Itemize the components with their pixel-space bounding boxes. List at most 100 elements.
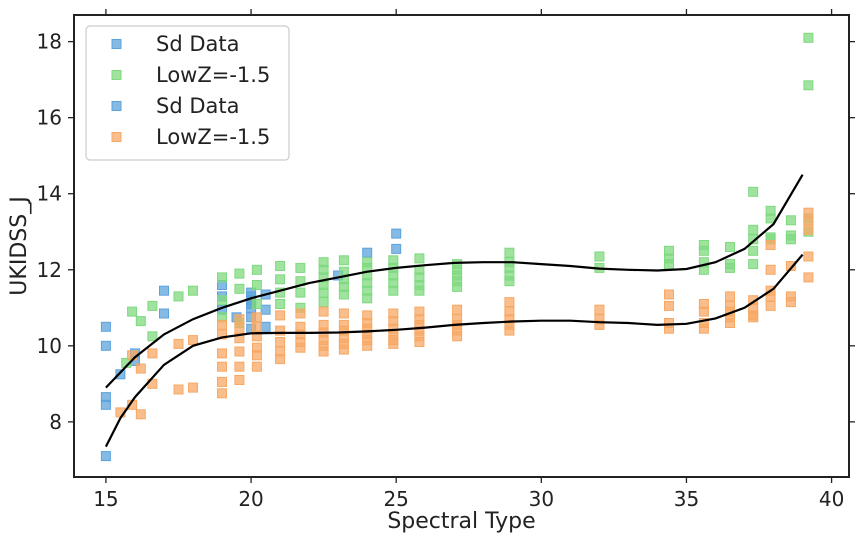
chart-marks	[100, 32, 814, 462]
legend-marker	[111, 70, 122, 80]
data-point	[748, 245, 759, 256]
data-point	[785, 234, 796, 245]
data-point	[362, 247, 373, 258]
data-point	[234, 375, 245, 385]
legend-box	[85, 25, 290, 161]
data-point	[295, 287, 306, 298]
y-tick-label: 18	[37, 30, 62, 54]
data-point	[147, 300, 158, 311]
x-tick-label: 15	[93, 487, 118, 511]
data-point	[803, 224, 814, 235]
data-point	[159, 308, 169, 319]
y-axis-label: UKIDSS_J	[7, 196, 32, 295]
data-point	[803, 215, 814, 226]
data-point	[664, 289, 674, 300]
model-curve	[105, 174, 804, 389]
data-point	[234, 314, 245, 325]
data-point	[388, 338, 399, 349]
data-point	[785, 297, 796, 308]
data-point	[504, 325, 515, 336]
legend-marker	[111, 132, 122, 142]
x-tick-label: 20	[238, 487, 263, 511]
data-point	[217, 388, 227, 399]
data-point	[260, 304, 271, 315]
data-point	[275, 337, 286, 347]
data-point	[100, 451, 111, 462]
data-point	[275, 261, 286, 271]
data-point	[504, 247, 515, 258]
data-point	[725, 242, 735, 252]
data-point	[173, 338, 184, 349]
data-point	[295, 342, 306, 353]
data-point	[251, 280, 262, 290]
data-point	[765, 300, 776, 311]
data-point	[147, 331, 158, 342]
y-tick-label: 16	[37, 106, 62, 130]
y-tick-label: 12	[37, 258, 62, 282]
data-point	[338, 308, 349, 319]
data-point	[388, 285, 399, 296]
data-point	[338, 344, 349, 355]
data-point	[594, 319, 605, 330]
data-point	[318, 287, 329, 298]
data-point	[338, 289, 349, 300]
x-axis-label: Spectral Type	[387, 509, 535, 534]
x-tick-label: 35	[674, 487, 699, 511]
data-point	[217, 361, 227, 372]
data-point	[414, 253, 425, 264]
y-tick-label: 14	[37, 182, 62, 206]
x-tick-label: 40	[819, 487, 844, 511]
data-point	[698, 323, 709, 334]
data-point	[664, 300, 674, 311]
data-point	[251, 321, 262, 332]
data-point	[338, 255, 349, 266]
data-point	[504, 297, 515, 308]
series-group	[100, 228, 402, 462]
data-point	[135, 316, 146, 327]
data-point	[504, 276, 515, 287]
data-point	[115, 369, 126, 380]
data-point	[135, 409, 146, 420]
data-point	[725, 262, 735, 273]
data-point	[748, 224, 759, 235]
data-point	[452, 331, 463, 342]
data-point	[127, 306, 138, 317]
data-point	[362, 293, 373, 304]
data-point	[188, 335, 198, 346]
data-point	[251, 331, 262, 342]
data-point	[217, 348, 227, 359]
data-point	[318, 306, 329, 317]
legend-label: Sd Data	[156, 32, 239, 56]
data-point	[234, 268, 245, 279]
data-point	[698, 245, 709, 256]
data-point	[159, 285, 169, 296]
data-point	[803, 80, 814, 91]
data-point	[765, 213, 776, 224]
data-point	[785, 215, 796, 226]
legend-label: LowZ=-1.5	[156, 125, 270, 149]
data-point	[748, 234, 759, 245]
plot-frame	[73, 14, 850, 478]
legend-label: Sd Data	[156, 94, 239, 118]
data-point	[100, 321, 111, 332]
y-tick-label: 8	[49, 410, 62, 434]
data-point	[391, 243, 402, 254]
data-point	[217, 295, 227, 306]
legend-label: LowZ=-1.5	[156, 63, 270, 87]
x-tick-label: 30	[529, 487, 554, 511]
data-point	[260, 321, 271, 332]
data-point	[234, 323, 245, 334]
data-point	[452, 304, 463, 315]
data-point	[275, 299, 286, 309]
model-curve	[104, 253, 804, 448]
data-point	[275, 354, 286, 365]
data-point	[748, 186, 759, 197]
data-point	[803, 251, 814, 262]
data-point	[452, 281, 463, 292]
data-point	[234, 333, 245, 344]
data-point	[594, 304, 605, 315]
legend-marker	[111, 39, 122, 49]
data-point	[362, 340, 373, 351]
data-point	[295, 308, 306, 319]
data-point	[295, 262, 306, 273]
